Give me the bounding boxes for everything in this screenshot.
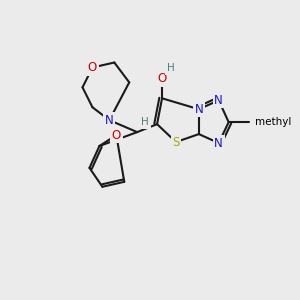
Text: methyl: methyl [254, 117, 291, 127]
Text: N: N [214, 94, 223, 107]
Text: O: O [88, 61, 97, 74]
Text: O: O [112, 129, 121, 142]
Text: N: N [194, 103, 203, 116]
Text: S: S [172, 136, 180, 148]
Text: H: H [167, 64, 175, 74]
Text: O: O [158, 72, 167, 85]
Text: N: N [214, 136, 223, 149]
Text: H: H [141, 117, 149, 127]
Text: N: N [105, 114, 114, 127]
